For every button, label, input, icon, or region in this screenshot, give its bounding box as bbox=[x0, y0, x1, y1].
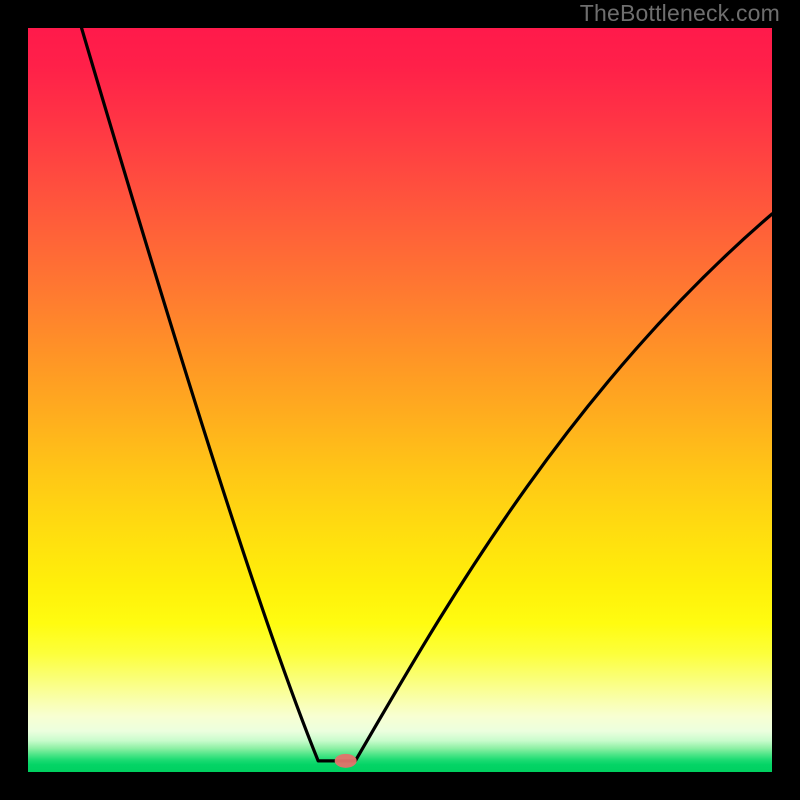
bottleneck-curve bbox=[82, 28, 772, 761]
chart-frame: TheBottleneck.com bbox=[0, 0, 800, 800]
optimal-point-marker bbox=[335, 754, 357, 768]
curve-layer bbox=[28, 28, 772, 772]
watermark-text: TheBottleneck.com bbox=[580, 0, 780, 27]
plot-area bbox=[28, 28, 772, 772]
